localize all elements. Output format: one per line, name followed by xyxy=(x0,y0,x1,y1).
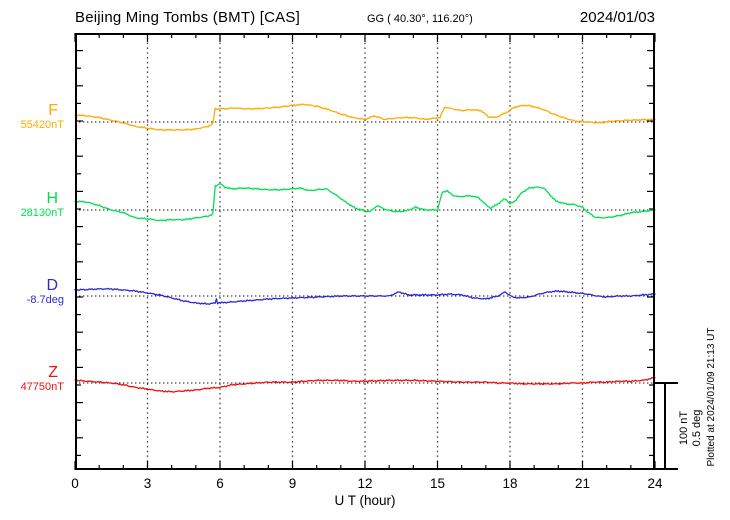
channel-letter-f: F xyxy=(48,102,58,119)
x-tick-label-9: 9 xyxy=(288,476,297,491)
x-tick-label-3: 3 xyxy=(143,476,152,491)
channel-baseline-d: -8.7deg xyxy=(26,294,64,306)
plotted-at-note: Plotted at 2024/01/09 21:13 UT xyxy=(706,327,717,467)
x-tick-label-15: 15 xyxy=(429,476,446,491)
trace-h xyxy=(74,183,656,222)
scale-bar-label: 100 nT 0.5 deg xyxy=(678,401,704,455)
channel-label-z: Z 47750nT xyxy=(0,364,64,394)
channel-baseline-z: 47750nT xyxy=(20,381,64,393)
scale-bar-deg: 0.5 deg xyxy=(691,409,703,447)
station-title: Beijing Ming Tombs (BMT) [CAS] xyxy=(75,9,300,26)
channel-letter-d: D xyxy=(46,277,58,294)
trace-d xyxy=(74,287,656,306)
x-tick-label-21: 21 xyxy=(574,476,591,491)
scale-bar-cap-top xyxy=(653,382,678,384)
magnetogram-plot xyxy=(74,33,656,470)
scale-bar-cap-bottom xyxy=(653,468,678,470)
record-date: 2024/01/03 xyxy=(579,9,655,26)
x-tick-label-18: 18 xyxy=(502,476,518,491)
channel-label-f: F 55420nT xyxy=(0,102,64,132)
x-tick-label-0: 0 xyxy=(71,476,79,491)
channel-label-d: D -8.7deg xyxy=(0,277,64,307)
channel-letter-h: H xyxy=(46,190,58,207)
channel-label-h: H 28130nT xyxy=(0,190,64,220)
trace-f xyxy=(74,103,656,132)
scale-bar-line xyxy=(664,383,666,470)
x-tick-label-24: 24 xyxy=(647,476,663,491)
channel-baseline-h: 28130nT xyxy=(20,207,64,219)
geographic-coordinates: GG ( 40.30°, 116.20°) xyxy=(367,13,473,25)
x-tick-label-12: 12 xyxy=(357,476,373,491)
channel-letter-z: Z xyxy=(48,364,58,381)
x-tick-label-6: 6 xyxy=(216,476,224,491)
x-axis-title: U T (hour) xyxy=(334,493,396,508)
channel-baseline-f: 55420nT xyxy=(20,119,64,131)
scale-bar-nt: 100 nT xyxy=(678,410,690,446)
trace-z xyxy=(74,376,656,393)
plot-frame xyxy=(75,33,655,470)
plot-area xyxy=(74,33,656,470)
